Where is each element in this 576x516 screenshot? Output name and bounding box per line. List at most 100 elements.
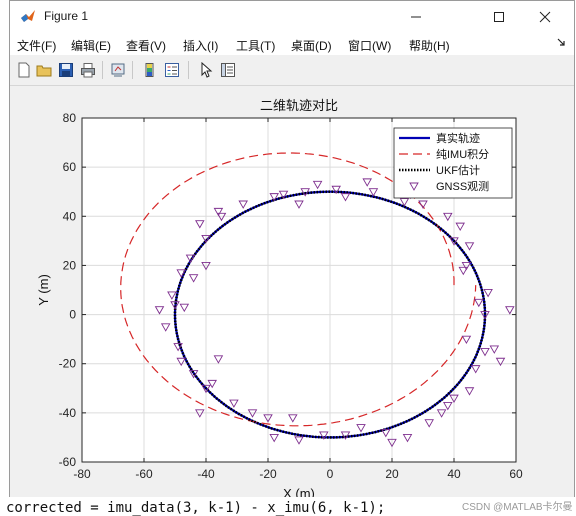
gnss-observation <box>402 433 413 443</box>
edit-plot-button[interactable] <box>196 60 216 80</box>
gnss-observation <box>167 291 177 300</box>
maximize-button[interactable] <box>476 1 522 33</box>
open-file-icon <box>36 65 52 77</box>
gnss-observation <box>319 431 329 440</box>
gnss-observation <box>288 414 298 423</box>
gnss-observation <box>362 178 372 187</box>
gnss-observation <box>179 303 190 313</box>
gnss-observation <box>213 207 224 217</box>
gnss-observation <box>418 200 428 209</box>
plot-series <box>120 152 515 448</box>
gnss-observation <box>458 266 469 276</box>
menu-window[interactable]: 窗口(W) <box>348 39 392 53</box>
gnss-observation <box>449 237 459 246</box>
toolbar-separator <box>132 61 133 79</box>
gnss-observation <box>278 190 289 200</box>
menu-bar: 文件(F) 编辑(E) 查看(V) 插入(I) 工具(T) 桌面(D) 窗口(W… <box>10 33 574 55</box>
x-tick-label: -60 <box>135 467 153 481</box>
x-tick-label: 0 <box>327 467 334 481</box>
x-axis-label: X (m) <box>283 486 315 497</box>
gnss-observation <box>464 242 475 251</box>
menu-desktop[interactable]: 桌面(D) <box>291 39 332 53</box>
x-tick-label: -20 <box>259 467 277 481</box>
save-button[interactable] <box>56 60 76 80</box>
gnss-observation <box>381 429 391 438</box>
x-tick-label: 40 <box>447 467 461 481</box>
y-tick-label: 80 <box>63 111 77 125</box>
editor-code-area <box>0 498 576 514</box>
minimize-button[interactable] <box>393 1 439 33</box>
gnss-observation <box>173 343 183 352</box>
close-button[interactable] <box>522 1 568 33</box>
y-tick-label: -20 <box>59 357 77 371</box>
dock-arrow-icon[interactable] <box>556 37 566 47</box>
ukf-estimate-line <box>173 190 487 439</box>
gnss-observation <box>387 438 397 448</box>
gnss-observation <box>154 306 165 315</box>
gnss-observation <box>449 394 459 404</box>
insert-legend-icon <box>165 63 179 77</box>
gnss-observation <box>480 311 490 320</box>
gnss-observation <box>470 365 481 374</box>
gnss-observation <box>505 306 515 315</box>
gnss-observation <box>201 234 211 244</box>
gnss-observation <box>269 433 279 443</box>
matlab-logo-icon <box>21 10 35 22</box>
gnss-observation <box>368 188 379 197</box>
gnss-observation <box>176 269 186 278</box>
insert-colorbar-button[interactable] <box>140 60 160 80</box>
gnss-observation <box>294 200 304 209</box>
open-file-button[interactable] <box>34 60 54 80</box>
menu-insert[interactable]: 插入(I) <box>183 39 219 53</box>
x-tick-label: -40 <box>197 467 215 481</box>
y-tick-label: 40 <box>63 209 77 223</box>
gnss-observation <box>340 193 351 202</box>
gnss-observation <box>464 387 475 396</box>
watermark: CSDN @MATLAB卡尔曼 <box>462 502 573 513</box>
toolbar-separator <box>102 61 103 79</box>
figure-toolbar <box>10 55 574 86</box>
link-plot-button[interactable] <box>108 60 128 80</box>
gnss-observation <box>424 419 434 428</box>
gnss-observation <box>170 301 180 310</box>
y-tick-label: -40 <box>59 406 77 420</box>
new-figure-button[interactable] <box>14 60 34 80</box>
property-inspector-button[interactable] <box>218 60 238 80</box>
gnss-observation <box>474 298 484 308</box>
y-tick-label: 60 <box>63 160 77 174</box>
legend-label: UKF估计 <box>436 164 480 177</box>
menu-file[interactable]: 文件(F) <box>17 39 57 53</box>
y-axis-label: Y (m) <box>36 274 51 306</box>
chart-title: 二维轨迹对比 <box>260 98 338 113</box>
legend-box <box>393 127 513 199</box>
title-bar[interactable]: Figure 1 <box>10 1 574 33</box>
gnss-observation <box>340 431 351 440</box>
gnss-observation <box>483 289 493 298</box>
gnss-observation <box>455 222 465 232</box>
gnss-observation <box>443 402 453 411</box>
new-figure-icon <box>18 62 30 78</box>
toolbar-separator <box>188 61 189 79</box>
gnss-observation <box>436 409 447 418</box>
gnss-observation <box>207 379 217 389</box>
edit-plot-icon <box>201 62 213 78</box>
legend-label: 纯IMU积分 <box>436 148 489 161</box>
gnss-observation <box>216 212 227 222</box>
gnss-observation <box>331 185 341 195</box>
gnss-observation <box>443 212 453 222</box>
gnss-observation <box>195 409 205 418</box>
insert-legend-button[interactable] <box>162 60 182 80</box>
menu-view[interactable]: 查看(V) <box>126 39 166 53</box>
print-button[interactable] <box>78 60 98 80</box>
menu-help[interactable]: 帮助(H) <box>409 39 450 53</box>
gnss-observation <box>300 188 310 197</box>
menu-tools[interactable]: 工具(T) <box>236 39 276 53</box>
gnss-observation <box>185 254 196 263</box>
gnss-observation <box>356 424 366 433</box>
gnss-observation <box>188 370 199 379</box>
gnss-observation <box>263 414 273 423</box>
gnss-observation <box>489 345 500 354</box>
menu-edit[interactable]: 编辑(E) <box>71 39 111 53</box>
